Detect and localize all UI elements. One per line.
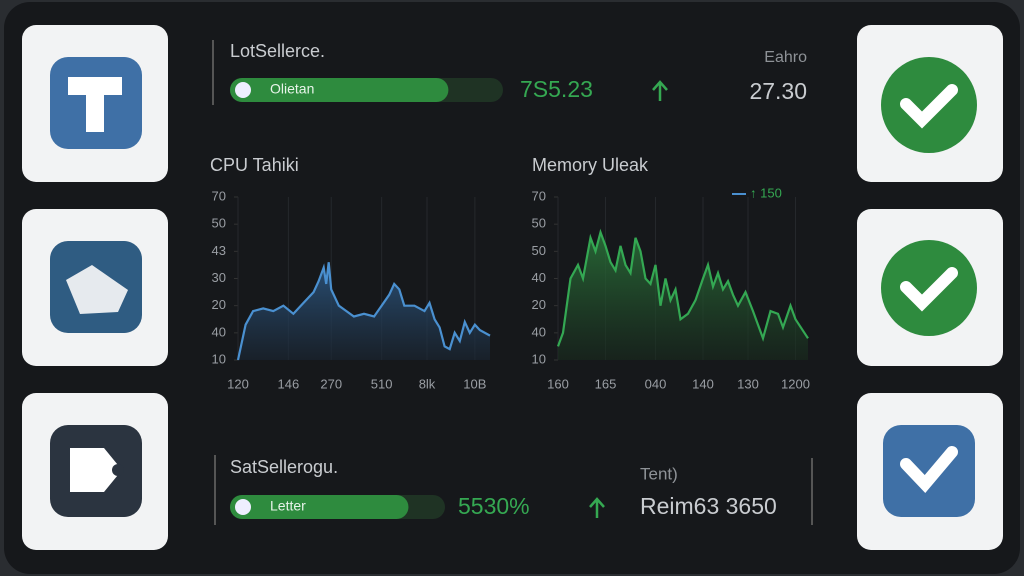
side-value: Reim63 3650 — [640, 493, 777, 519]
y-tick-label: 10 — [532, 351, 546, 366]
side-value: 27.30 — [749, 78, 807, 104]
progress-label: Letter — [270, 498, 306, 514]
y-tick-label: 50 — [212, 216, 226, 231]
tile[interactable] — [857, 25, 1003, 182]
y-tick-label: 70 — [212, 188, 226, 203]
area — [558, 232, 808, 360]
section-title: SatSellerogu. — [230, 457, 338, 477]
progress-fill — [230, 78, 449, 102]
section-title: LotSellerce. — [230, 41, 325, 61]
x-tick-label: 8lk — [419, 376, 436, 391]
tile[interactable] — [22, 25, 168, 182]
area — [238, 262, 490, 360]
y-tick-label: 30 — [212, 270, 226, 285]
x-tick-label: 040 — [645, 376, 667, 391]
side-label: Eahro — [764, 49, 807, 66]
x-tick-label: 146 — [278, 376, 300, 391]
y-tick-label: 43 — [212, 243, 226, 258]
progress-knob — [235, 499, 251, 515]
legend-label: ↑ 150 — [750, 185, 782, 200]
tile[interactable] — [857, 393, 1003, 550]
x-tick-label: 10B — [463, 376, 486, 391]
line — [236, 262, 491, 361]
y-tick-label: 20 — [532, 297, 546, 312]
tile[interactable] — [22, 209, 168, 366]
y-tick-label: 50 — [532, 243, 546, 258]
y-tick-label: 20 — [212, 297, 226, 312]
x-tick-label: 130 — [737, 376, 759, 391]
y-tick-label: 40 — [532, 324, 546, 339]
x-tick-label: 120 — [227, 376, 249, 391]
tile[interactable] — [857, 209, 1003, 366]
panel — [4, 2, 1020, 574]
progress-knob — [235, 82, 251, 98]
chart-title: CPU Tahiki — [210, 155, 299, 175]
progress-label: Olietan — [270, 81, 314, 97]
value: 5530% — [458, 493, 530, 519]
arrow-up — [652, 80, 668, 101]
x-tick-label: 510 — [371, 376, 393, 391]
y-tick-label: 70 — [532, 188, 546, 203]
x-tick-label: 140 — [692, 376, 714, 391]
x-tick-label: 1200 — [781, 376, 810, 391]
side-label: Tent) — [640, 464, 678, 483]
value: 7S5.23 — [520, 76, 593, 102]
progress-fill — [230, 495, 409, 519]
y-tick-label: 50 — [532, 216, 546, 231]
y-tick-label: 40 — [532, 270, 546, 285]
y-tick-label: 40 — [212, 324, 226, 339]
line — [556, 228, 809, 347]
x-tick-label: 270 — [320, 376, 342, 391]
chart-title: Memory Uleak — [532, 155, 649, 175]
arrow-up — [589, 497, 605, 518]
x-tick-label: 165 — [595, 376, 617, 391]
x-tick-label: 160 — [547, 376, 569, 391]
tile[interactable] — [22, 393, 168, 550]
y-tick-label: 10 — [212, 351, 226, 366]
